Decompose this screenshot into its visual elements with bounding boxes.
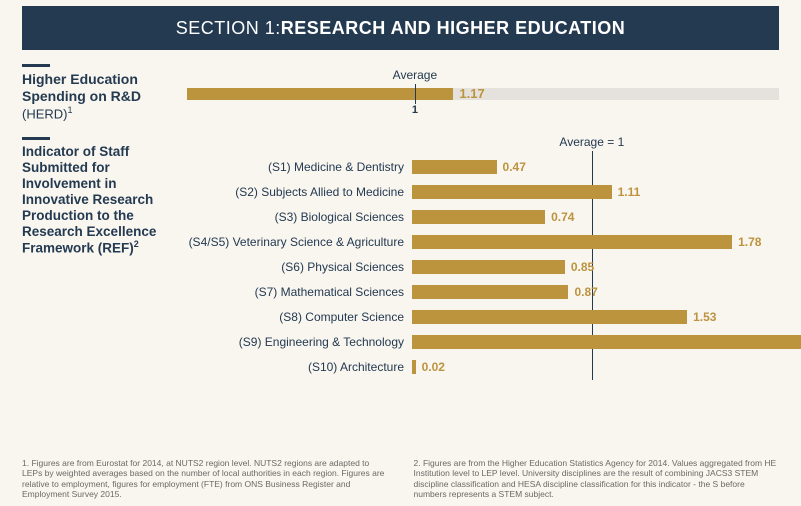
footnote-1: 1. Figures are from Eurostat for 2014, a… [22,458,388,501]
ref-row-bar-wrap: 0.87 [412,283,779,301]
ref-row-label: (S6) Physical Sciences [187,260,412,274]
ref-row-label: (S4/S5) Veterinary Science & Agriculture [187,235,412,249]
ref-row-bar-wrap: 0.85 [412,258,779,276]
ref-row: (S8) Computer Science 1.53 [187,305,779,330]
ref-average-label: Average = 1 [559,135,624,149]
ref-bar [412,360,416,374]
ref-value: 0.47 [503,158,526,176]
ref-title: Indicator of Staff Submitted for Involve… [22,144,179,257]
ref-bar [412,160,497,174]
herd-value: 1.17 [459,88,484,100]
ref-row: (S6) Physical Sciences 0.85 [187,255,779,280]
herd-section: Higher Education Spending on R&D (HERD)1… [0,50,801,127]
ref-row: (S1) Medicine & Dentistry 0.47 [187,155,779,180]
ref-bar [412,185,612,199]
herd-chart: 1.17 Average 1 [187,64,779,121]
ref-value: 1.53 [693,308,716,326]
herd-average-label: Average [393,68,437,82]
herd-area: 1.17 Average 1 [187,64,779,112]
ref-row: (S2) Subjects Allied to Medicine 1.11 [187,180,779,205]
ref-row-bar-wrap: 0.47 [412,158,779,176]
herd-sup: 1 [68,105,73,115]
ref-bar [412,235,732,249]
ref-value: 0.02 [422,358,445,376]
ref-row-bar-wrap: 0.02 [412,358,779,376]
ref-row: (S3) Biological Sciences 0.74 [187,205,779,230]
accent-line [22,64,50,67]
ref-bar [412,310,687,324]
header-main: RESEARCH AND HIGHER EDUCATION [281,18,626,39]
herd-sub: (HERD)1 [22,105,179,121]
ref-value: 0.87 [574,283,597,301]
ref-bar [412,260,565,274]
ref-row-label: (S1) Medicine & Dentistry [187,160,412,174]
ref-rows: (S1) Medicine & Dentistry 0.47 (S2) Subjec… [187,155,779,380]
footnotes: 1. Figures are from Eurostat for 2014, a… [22,458,779,501]
ref-row: (S9) Engineering & Technology2.32 [187,330,779,355]
ref-bar [412,210,545,224]
ref-row-bar-wrap: 2.32 [412,333,779,351]
herd-average-tick [415,84,416,104]
herd-bar [187,88,453,100]
ref-value: 0.74 [551,208,574,226]
ref-row: (S7) Mathematical Sciences 0.87 [187,280,779,305]
ref-row-bar-wrap: 1.78 [412,233,779,251]
herd-label-col: Higher Education Spending on R&D (HERD)1 [22,64,187,121]
ref-value: 1.78 [738,233,761,251]
ref-value: 0.85 [571,258,594,276]
ref-bar [412,335,801,349]
ref-row: (S10) Architecture 0.02 [187,355,779,380]
ref-row-label: (S10) Architecture [187,360,412,374]
ref-value: 1.11 [618,183,641,201]
ref-label-col: Indicator of Staff Submitted for Involve… [22,137,187,387]
ref-section: Indicator of Staff Submitted for Involve… [0,127,801,387]
accent-line [22,137,50,140]
ref-row-label: (S7) Mathematical Sciences [187,285,412,299]
ref-row-label: (S3) Biological Sciences [187,210,412,224]
ref-row-label: (S9) Engineering & Technology [187,335,412,349]
ref-chart: Average = 1 (S1) Medicine & Dentistry 0.4… [187,137,779,387]
ref-bar [412,285,568,299]
ref-row-label: (S8) Computer Science [187,310,412,324]
ref-sup: 2 [134,239,139,249]
herd-sub-text: (HERD) [22,106,68,121]
herd-title-2: Spending on R&D [22,88,179,105]
herd-average-value: 1 [412,104,418,116]
ref-row: (S4/S5) Veterinary Science & Agriculture… [187,230,779,255]
ref-row-bar-wrap: 1.53 [412,308,779,326]
section-header: SECTION 1: RESEARCH AND HIGHER EDUCATION [22,6,779,50]
herd-title-1: Higher Education [22,71,179,88]
header-prefix: SECTION 1: [176,18,281,39]
ref-row-label: (S2) Subjects Allied to Medicine [187,185,412,199]
ref-row-bar-wrap: 0.74 [412,208,779,226]
ref-row-bar-wrap: 1.11 [412,183,779,201]
footnote-2: 2. Figures are from the Higher Education… [414,458,780,501]
